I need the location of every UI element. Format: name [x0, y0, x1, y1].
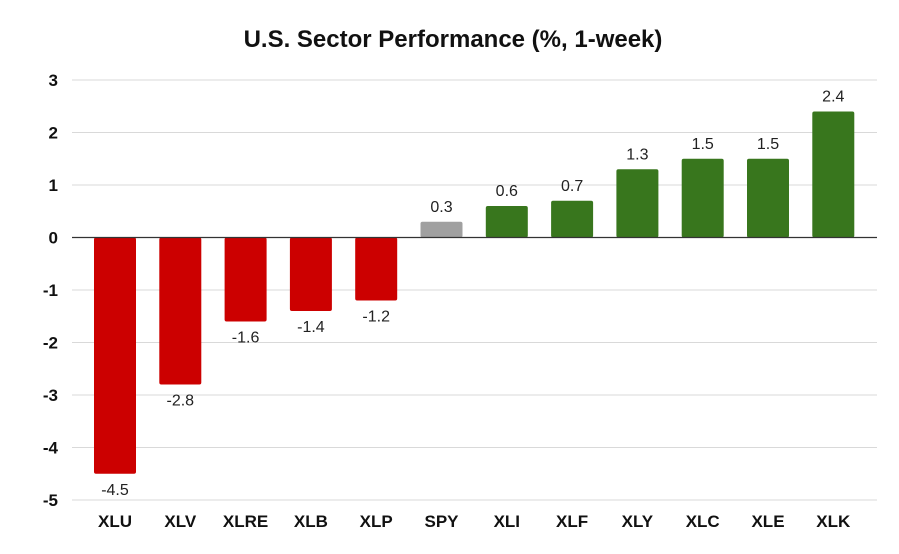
data-label-xle: 1.5 — [757, 136, 779, 153]
bar-xli — [485, 206, 528, 238]
x-tick-label-xle: XLE — [751, 512, 784, 531]
x-tick-label-xlre: XLRE — [223, 512, 268, 531]
y-tick-label: 1 — [49, 176, 58, 195]
data-label-xly: 1.3 — [626, 146, 648, 163]
y-tick-label: -3 — [43, 386, 58, 405]
x-tick-label-xlv: XLV — [164, 512, 196, 531]
y-tick-label: 2 — [49, 124, 58, 143]
x-axis-ticks: XLU XLV XLRE XLB XLP SPY XLI XLF XLY XLC XLE XLK — [98, 512, 851, 531]
bar-spy — [420, 221, 463, 238]
x-tick-label-spy: SPY — [424, 512, 459, 531]
bar-xlp — [355, 237, 398, 301]
bars — [94, 111, 855, 474]
bar-xlf — [551, 200, 594, 238]
y-tick-label: -4 — [43, 439, 59, 458]
bar-xle — [747, 158, 789, 238]
bar-xlv — [159, 237, 202, 385]
y-tick-label: -5 — [43, 491, 58, 510]
bar-xlb — [289, 237, 332, 311]
data-label-xlf: 0.7 — [561, 178, 583, 195]
y-axis-ticks: 3 2 1 0 -1 -2 -3 -4 -5 — [43, 71, 59, 510]
data-label-xlp: -1.2 — [362, 309, 390, 326]
data-label-xlu: -4.5 — [101, 482, 129, 499]
x-tick-label-xli: XLI — [494, 512, 520, 531]
x-tick-label-xlk: XLK — [816, 512, 851, 531]
data-label-xli: 0.6 — [496, 183, 518, 200]
y-tick-label: 0 — [49, 229, 58, 248]
data-label-spy: 0.3 — [430, 199, 452, 216]
data-labels: -4.5 -2.8 -1.6 -1.4 -1.2 0.3 0.6 0.7 1.3 1.5 1.5 2.… — [101, 89, 844, 499]
y-tick-label: -1 — [43, 281, 58, 300]
data-label-xlc: 1.5 — [692, 136, 714, 153]
data-label-xlb: -1.4 — [297, 319, 325, 336]
bar-xlre — [224, 237, 267, 322]
y-tick-label: 3 — [49, 71, 58, 90]
x-tick-label-xlc: XLC — [686, 512, 720, 531]
x-tick-label-xlb: XLB — [294, 512, 328, 531]
x-tick-label-xly: XLY — [622, 512, 654, 531]
bar-xlc — [681, 158, 724, 238]
data-label-xlk: 2.4 — [822, 89, 844, 106]
bar-xlu — [94, 237, 136, 474]
chart-title: U.S. Sector Performance (%, 1-week) — [244, 26, 663, 53]
x-tick-label-xlu: XLU — [98, 512, 132, 531]
data-label-xlre: -1.6 — [232, 330, 260, 347]
bar-xly — [616, 169, 659, 238]
gridlines — [72, 79, 877, 501]
data-label-xlv: -2.8 — [167, 393, 195, 410]
y-tick-label: -2 — [43, 334, 58, 353]
x-tick-label-xlp: XLP — [360, 512, 393, 531]
x-tick-label-xlf: XLF — [556, 512, 588, 531]
bar-xlk — [812, 111, 855, 238]
